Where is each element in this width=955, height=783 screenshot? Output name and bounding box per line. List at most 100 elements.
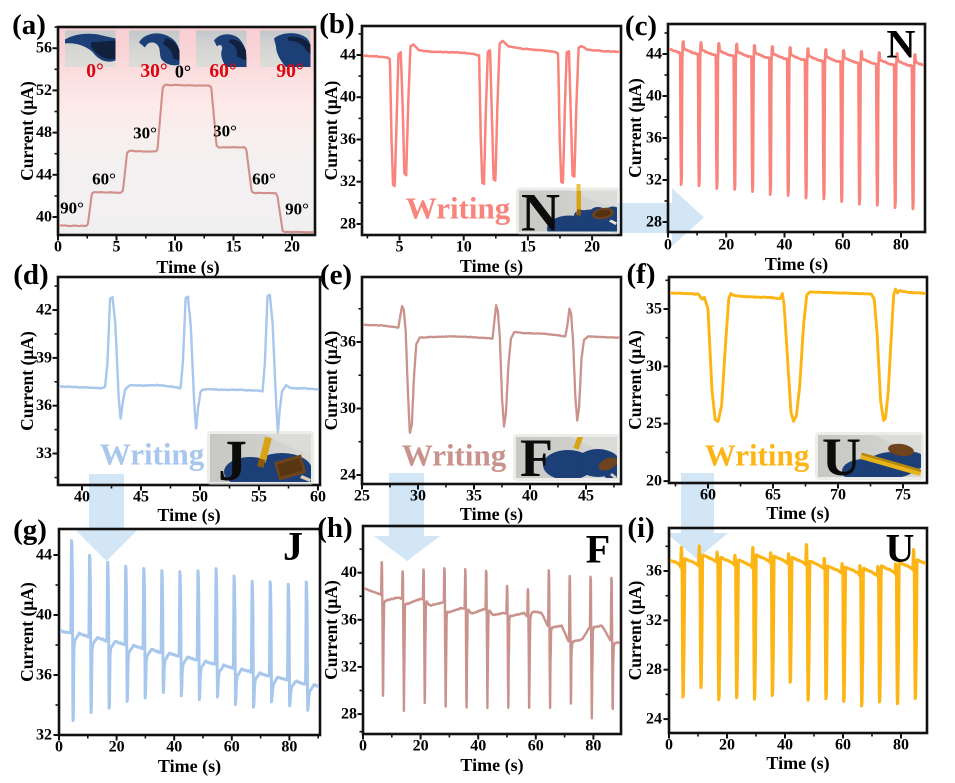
svg-text:40: 40 <box>522 488 538 505</box>
svg-text:60: 60 <box>224 739 240 756</box>
svg-text:40: 40 <box>777 237 793 254</box>
svg-text:0: 0 <box>665 737 673 754</box>
svg-text:5: 5 <box>113 239 121 256</box>
svg-text:Time (s): Time (s) <box>157 505 220 526</box>
svg-text:40: 40 <box>36 209 52 226</box>
svg-text:(a): (a) <box>12 9 46 41</box>
svg-text:30: 30 <box>410 488 426 505</box>
svg-text:Current (µA): Current (µA) <box>17 81 37 181</box>
svg-text:40: 40 <box>74 489 90 506</box>
svg-text:0: 0 <box>55 739 63 756</box>
svg-text:80: 80 <box>893 237 909 254</box>
svg-text:40: 40 <box>646 88 662 105</box>
svg-text:10: 10 <box>167 239 183 256</box>
svg-text:50: 50 <box>192 489 208 506</box>
svg-text:60: 60 <box>700 487 716 504</box>
svg-text:20: 20 <box>718 237 734 254</box>
svg-text:F: F <box>586 527 610 572</box>
svg-text:(g): (g) <box>13 514 47 546</box>
svg-text:(b): (b) <box>319 8 354 40</box>
svg-text:24: 24 <box>646 711 662 728</box>
svg-text:Writing: Writing <box>100 437 205 472</box>
svg-text:Time (s): Time (s) <box>460 755 523 776</box>
svg-text:39: 39 <box>36 349 52 366</box>
svg-text:60°: 60° <box>92 170 116 189</box>
svg-text:5: 5 <box>396 239 404 256</box>
svg-text:60°: 60° <box>209 61 236 82</box>
svg-text:65: 65 <box>765 487 781 504</box>
svg-text:15: 15 <box>226 239 242 256</box>
svg-text:90°: 90° <box>60 199 84 218</box>
svg-text:30: 30 <box>340 400 356 417</box>
svg-text:(c): (c) <box>625 10 657 42</box>
svg-text:45: 45 <box>133 489 149 506</box>
svg-text:60: 60 <box>528 738 544 755</box>
svg-text:20: 20 <box>284 239 300 256</box>
svg-text:45: 45 <box>578 488 594 505</box>
svg-text:Current (µA): Current (µA) <box>625 580 645 680</box>
svg-text:(h): (h) <box>317 512 352 544</box>
svg-text:33: 33 <box>36 445 52 462</box>
svg-text:36: 36 <box>340 131 356 148</box>
svg-text:32: 32 <box>341 658 357 675</box>
svg-text:20: 20 <box>584 239 600 256</box>
svg-text:(e): (e) <box>320 259 352 291</box>
svg-text:Current (µA): Current (µA) <box>321 330 341 430</box>
svg-text:90°: 90° <box>285 200 309 219</box>
svg-text:44: 44 <box>36 547 52 564</box>
svg-text:60: 60 <box>835 737 851 754</box>
svg-text:28: 28 <box>341 706 357 723</box>
svg-text:Current (µA): Current (µA) <box>17 331 37 431</box>
svg-text:Time (s): Time (s) <box>766 753 829 774</box>
svg-text:J: J <box>218 428 247 493</box>
svg-text:32: 32 <box>646 172 662 189</box>
svg-text:0°: 0° <box>175 62 191 82</box>
svg-text:N: N <box>887 22 916 67</box>
svg-text:32: 32 <box>646 612 662 629</box>
svg-text:(f): (f) <box>627 258 656 290</box>
svg-text:Writing: Writing <box>705 438 810 473</box>
svg-text:56: 56 <box>36 40 52 57</box>
svg-text:28: 28 <box>340 216 356 233</box>
svg-text:44: 44 <box>646 46 662 63</box>
svg-text:20: 20 <box>109 739 125 756</box>
svg-text:20: 20 <box>646 473 662 490</box>
svg-text:48: 48 <box>36 124 52 141</box>
svg-text:40: 40 <box>777 737 793 754</box>
svg-text:42: 42 <box>36 302 52 319</box>
svg-text:N: N <box>521 183 560 243</box>
svg-text:24: 24 <box>340 467 356 484</box>
svg-text:60: 60 <box>310 489 326 506</box>
svg-text:30°: 30° <box>140 61 167 82</box>
svg-text:25: 25 <box>646 415 662 432</box>
svg-text:0: 0 <box>664 237 672 254</box>
svg-text:10: 10 <box>456 239 472 256</box>
svg-text:Time (s): Time (s) <box>156 257 219 278</box>
svg-text:F: F <box>520 428 553 488</box>
svg-text:44: 44 <box>36 166 52 183</box>
svg-text:28: 28 <box>646 214 662 231</box>
svg-text:Current (µA): Current (µA) <box>17 582 37 682</box>
svg-text:J: J <box>283 524 303 569</box>
svg-text:55: 55 <box>251 489 267 506</box>
svg-text:28: 28 <box>646 661 662 678</box>
svg-text:80: 80 <box>281 739 297 756</box>
svg-text:75: 75 <box>895 487 911 504</box>
svg-text:36: 36 <box>341 611 357 628</box>
svg-text:(i): (i) <box>627 512 654 544</box>
svg-text:30: 30 <box>646 358 662 375</box>
svg-text:30°: 30° <box>213 122 237 141</box>
svg-text:Time (s): Time (s) <box>765 254 828 275</box>
svg-text:(d): (d) <box>13 259 48 291</box>
svg-text:60: 60 <box>835 237 851 254</box>
svg-text:35: 35 <box>646 301 662 318</box>
svg-text:60°: 60° <box>252 170 276 189</box>
svg-text:Current (µA): Current (µA) <box>321 580 341 680</box>
svg-text:40: 40 <box>470 738 486 755</box>
svg-text:U: U <box>886 526 915 571</box>
svg-text:80: 80 <box>585 738 601 755</box>
svg-text:40: 40 <box>341 564 357 581</box>
svg-text:36: 36 <box>36 667 52 684</box>
svg-text:35: 35 <box>466 488 482 505</box>
svg-text:20: 20 <box>413 738 429 755</box>
